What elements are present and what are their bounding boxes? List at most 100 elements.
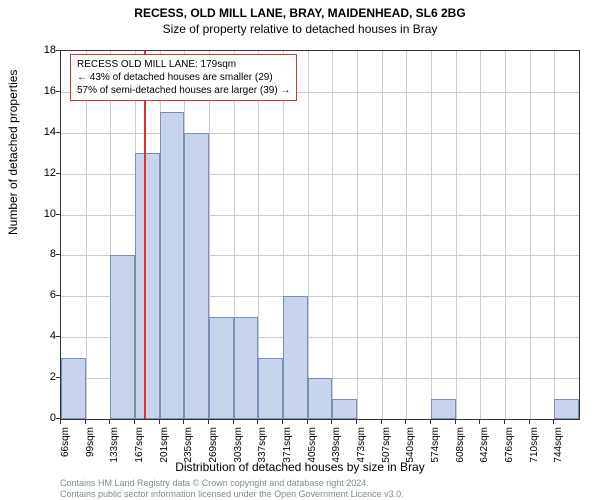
x-tick-mark	[134, 420, 135, 424]
x-tick-label: 99sqm	[85, 427, 96, 467]
histogram-bar	[431, 399, 456, 419]
x-tick-label: 201sqm	[159, 427, 170, 467]
y-tick-label: 10	[16, 208, 56, 220]
grid-line-v	[332, 51, 333, 419]
x-tick-mark	[307, 420, 308, 424]
x-tick-mark	[356, 420, 357, 424]
y-tick-label: 4	[16, 330, 56, 342]
histogram-bar	[554, 399, 579, 419]
x-tick-mark	[183, 420, 184, 424]
grid-line-h	[61, 133, 579, 134]
y-tick-label: 2	[16, 371, 56, 383]
grid-line-v	[505, 51, 506, 419]
x-tick-label: 66sqm	[60, 427, 71, 467]
y-tick-mark	[56, 50, 60, 51]
x-tick-label: 507sqm	[381, 427, 392, 467]
y-tick-mark	[56, 418, 60, 419]
grid-line-v	[456, 51, 457, 419]
grid-line-v	[357, 51, 358, 419]
grid-line-v	[530, 51, 531, 419]
chart-container: RECESS, OLD MILL LANE, BRAY, MAIDENHEAD,…	[0, 0, 600, 500]
histogram-bar	[160, 112, 185, 419]
footer-line-2: Contains public sector information licen…	[60, 489, 404, 500]
x-tick-label: 642sqm	[479, 427, 490, 467]
y-tick-label: 6	[16, 289, 56, 301]
histogram-bar	[61, 358, 86, 419]
histogram-bar	[258, 358, 283, 419]
x-tick-mark	[331, 420, 332, 424]
x-tick-mark	[109, 420, 110, 424]
footer-line-1: Contains HM Land Registry data © Crown c…	[60, 478, 404, 489]
x-tick-mark	[553, 420, 554, 424]
x-tick-label: 133sqm	[109, 427, 120, 467]
chart-title-main: RECESS, OLD MILL LANE, BRAY, MAIDENHEAD,…	[0, 0, 600, 20]
x-tick-mark	[257, 420, 258, 424]
x-tick-label: 710sqm	[529, 427, 540, 467]
x-tick-label: 473sqm	[356, 427, 367, 467]
y-tick-mark	[56, 132, 60, 133]
y-tick-label: 0	[16, 412, 56, 424]
histogram-bar	[110, 255, 135, 419]
y-tick-mark	[56, 254, 60, 255]
x-tick-label: 405sqm	[307, 427, 318, 467]
y-tick-mark	[56, 173, 60, 174]
x-tick-label: 337sqm	[257, 427, 268, 467]
grid-line-v	[406, 51, 407, 419]
plot-area	[60, 50, 580, 420]
histogram-bar	[209, 317, 234, 419]
y-tick-mark	[56, 91, 60, 92]
x-tick-label: 269sqm	[208, 427, 219, 467]
x-tick-mark	[529, 420, 530, 424]
x-tick-mark	[479, 420, 480, 424]
chart-title-sub: Size of property relative to detached ho…	[0, 20, 600, 36]
y-tick-label: 16	[16, 85, 56, 97]
y-tick-mark	[56, 295, 60, 296]
y-tick-label: 8	[16, 248, 56, 260]
x-tick-label: 303sqm	[233, 427, 244, 467]
x-tick-label: 371sqm	[282, 427, 293, 467]
x-tick-mark	[233, 420, 234, 424]
reference-line	[144, 51, 146, 419]
grid-line-v	[308, 51, 309, 419]
x-tick-label: 676sqm	[504, 427, 515, 467]
histogram-bar	[332, 399, 357, 419]
x-tick-mark	[159, 420, 160, 424]
x-tick-mark	[208, 420, 209, 424]
grid-line-v	[382, 51, 383, 419]
y-tick-mark	[56, 336, 60, 337]
x-tick-label: 235sqm	[183, 427, 194, 467]
x-tick-mark	[381, 420, 382, 424]
x-tick-label: 744sqm	[553, 427, 564, 467]
x-tick-mark	[85, 420, 86, 424]
x-tick-mark	[430, 420, 431, 424]
y-tick-label: 14	[16, 126, 56, 138]
y-tick-mark	[56, 214, 60, 215]
x-tick-label: 167sqm	[134, 427, 145, 467]
y-tick-mark	[56, 377, 60, 378]
histogram-bar	[234, 317, 259, 419]
grid-line-v	[86, 51, 87, 419]
histogram-bar	[184, 133, 209, 419]
info-line-2: ← 43% of detached houses are smaller (29…	[77, 71, 290, 84]
x-tick-label: 608sqm	[455, 427, 466, 467]
grid-line-v	[480, 51, 481, 419]
info-box: RECESS OLD MILL LANE: 179sqm ← 43% of de…	[70, 54, 297, 101]
x-tick-mark	[60, 420, 61, 424]
info-line-3: 57% of semi-detached houses are larger (…	[77, 84, 290, 97]
x-tick-mark	[282, 420, 283, 424]
grid-line-v	[431, 51, 432, 419]
y-tick-label: 18	[16, 44, 56, 56]
grid-line-v	[554, 51, 555, 419]
histogram-bar	[135, 153, 160, 419]
histogram-bar	[308, 378, 333, 419]
x-tick-mark	[405, 420, 406, 424]
x-tick-label: 540sqm	[405, 427, 416, 467]
info-line-1: RECESS OLD MILL LANE: 179sqm	[77, 58, 290, 71]
x-tick-mark	[504, 420, 505, 424]
x-tick-label: 574sqm	[430, 427, 441, 467]
x-tick-mark	[455, 420, 456, 424]
y-tick-label: 12	[16, 167, 56, 179]
histogram-bar	[283, 296, 308, 419]
footer: Contains HM Land Registry data © Crown c…	[60, 478, 404, 500]
x-tick-label: 439sqm	[331, 427, 342, 467]
